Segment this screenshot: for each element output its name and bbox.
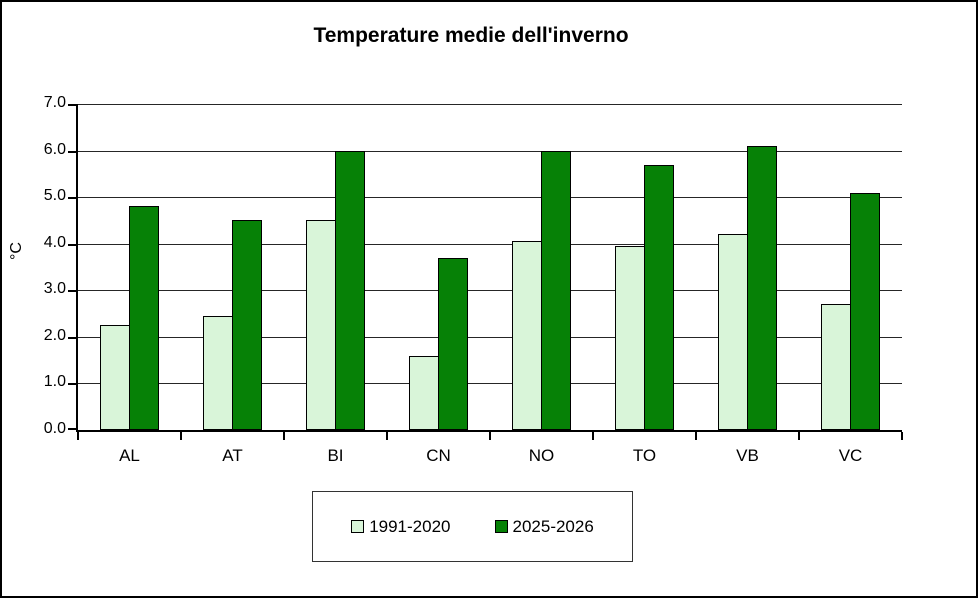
x-category-label: NO	[528, 446, 555, 465]
bar-1991-2020	[100, 325, 130, 430]
x-category-label: AL	[119, 446, 140, 465]
x-axis-tick	[77, 432, 79, 440]
legend-box: 1991-2020 2025-2026	[312, 491, 633, 562]
y-tick-label: 0.0	[43, 420, 66, 437]
bar-1991-2020	[306, 220, 336, 430]
y-axis-tick	[68, 336, 76, 339]
bar-2025-2026	[644, 164, 674, 430]
bar-1991-2020	[512, 241, 542, 430]
y-axis-tick	[68, 243, 76, 246]
y-tick-label: 2.0	[43, 326, 66, 344]
x-axis-tick	[592, 432, 594, 440]
gridline	[78, 243, 902, 245]
legend-swatch-1991-2020	[351, 520, 365, 533]
x-category-label: VC	[838, 446, 863, 465]
y-tick-label: 1.0	[43, 373, 66, 391]
gridline	[78, 150, 902, 152]
gridline	[78, 197, 902, 199]
legend-label: 2025-2026	[512, 516, 594, 536]
y-axis-tick	[68, 428, 76, 430]
y-tick-label: 7.0	[43, 94, 66, 111]
bar-1991-2020	[203, 315, 233, 430]
bar-2025-2026	[850, 192, 880, 430]
y-axis-tick	[68, 104, 76, 106]
chart-title: Temperature medie dell'inverno	[313, 24, 629, 47]
x-category-label: VB	[736, 446, 759, 465]
x-category-label: AT	[222, 446, 243, 465]
x-axis-tick	[180, 432, 182, 440]
bar-2025-2026	[335, 150, 365, 430]
bar-1991-2020	[821, 304, 851, 430]
x-category-label: TO	[632, 446, 657, 465]
x-axis-tick	[798, 432, 800, 440]
bar-2025-2026	[438, 257, 468, 430]
y-axis-tick	[68, 290, 76, 293]
x-axis-tick	[695, 432, 697, 440]
y-axis-tick	[68, 383, 76, 386]
bar-2025-2026	[129, 206, 159, 430]
bar-1991-2020	[615, 246, 645, 430]
y-tick-label: 3.0	[43, 280, 66, 298]
legend-swatch-2025-2026	[494, 520, 508, 533]
legend-label: 1991-2020	[369, 516, 451, 536]
bar-2025-2026	[747, 145, 777, 430]
x-axis-tick	[901, 432, 903, 440]
gridline	[78, 336, 902, 338]
x-axis-tick	[386, 432, 388, 440]
x-category-label: BI	[327, 446, 344, 465]
bar-2025-2026	[541, 150, 571, 430]
y-tick-label: 5.0	[43, 187, 66, 205]
gridline	[78, 104, 902, 105]
y-axis-tick	[68, 150, 76, 153]
y-tick-label: 4.0	[43, 233, 66, 251]
y-tick-label: 6.0	[43, 140, 66, 158]
gridline	[78, 383, 902, 385]
x-axis-tick	[489, 432, 491, 440]
legend-item: 1991-2020	[351, 516, 451, 537]
gridline	[78, 290, 902, 292]
legend-item: 2025-2026	[494, 516, 594, 537]
bar-1991-2020	[409, 355, 439, 430]
bar-1991-2020	[718, 234, 748, 430]
plot-area: 0.0 1.0 2.0 3.0 4.0 5.0 6.0 7.0 AL AT BI CN NO TO VB VC	[44, 94, 903, 465]
bar-2025-2026	[232, 220, 262, 430]
x-category-label: CN	[426, 446, 451, 465]
y-axis-tick	[68, 197, 76, 200]
x-axis-tick	[283, 432, 285, 440]
